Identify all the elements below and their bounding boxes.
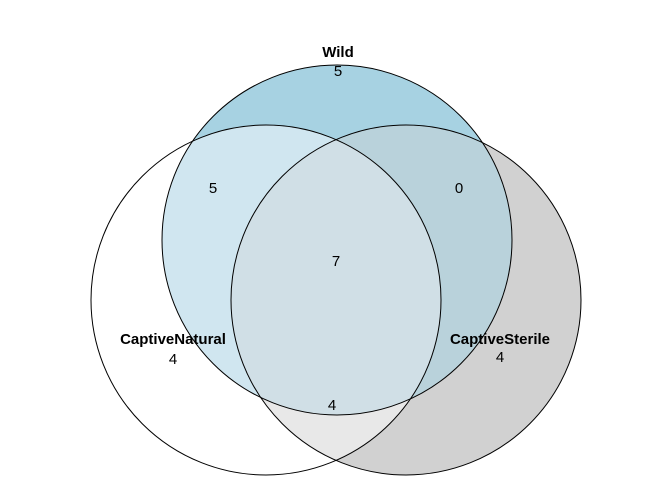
count-captive-natural-captive-sterile: 4 xyxy=(328,397,336,414)
count-wild-captive-natural: 5 xyxy=(209,180,217,197)
region-all-three xyxy=(231,125,441,415)
count-captive-sterile-only: 4 xyxy=(496,349,504,366)
count-wild-only: 5 xyxy=(334,63,342,80)
set-label-captive-sterile: CaptiveSterile xyxy=(450,331,550,348)
circle-wild-outline xyxy=(161,64,513,416)
count-wild-captive-sterile: 0 xyxy=(455,180,463,197)
count-all-three: 7 xyxy=(332,253,340,270)
circle-captive-natural-outline xyxy=(90,124,442,476)
count-captive-natural-only: 4 xyxy=(169,351,177,368)
circle-captive-sterile-outline xyxy=(230,124,582,476)
set-label-wild: Wild xyxy=(322,44,354,61)
set-label-captive-natural: CaptiveNatural xyxy=(120,331,226,348)
